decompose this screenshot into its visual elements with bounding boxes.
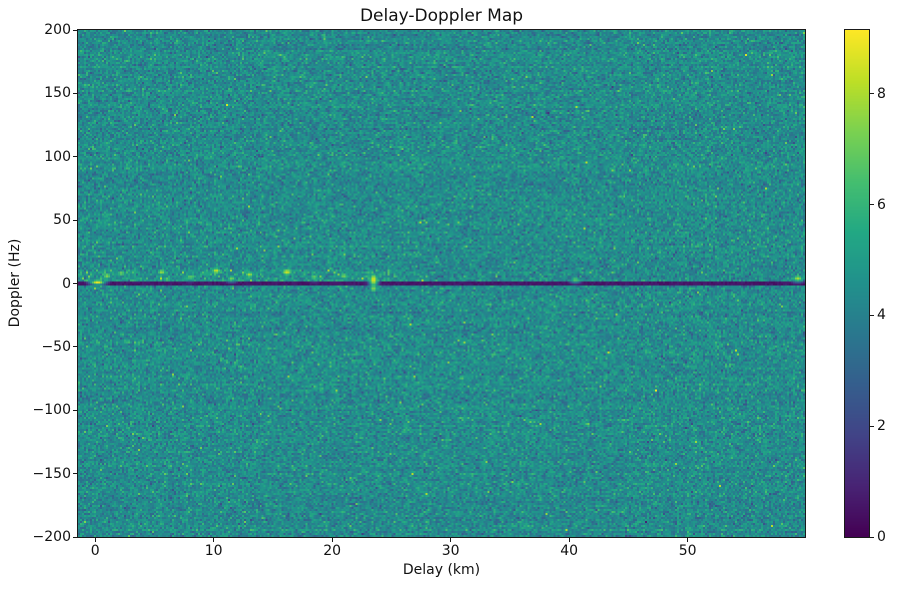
x-tick-label: 10 [204, 543, 223, 559]
y-tick-mark [73, 29, 77, 31]
y-tick-mark [73, 409, 77, 411]
colorbar-tick-mark [870, 93, 874, 95]
colorbar-tick-mark [870, 536, 874, 538]
y-tick-mark [73, 156, 77, 158]
colorbar-tick-label: 2 [877, 418, 886, 435]
y-tick-mark [73, 346, 77, 348]
y-tick-label: −150 [32, 465, 71, 482]
y-tick-label: −200 [32, 529, 71, 545]
x-tick-mark [687, 538, 689, 542]
y-tick-mark [73, 219, 77, 221]
y-tick-label: 50 [53, 212, 71, 229]
y-tick-label: 100 [44, 148, 71, 165]
colorbar-gradient [845, 30, 869, 537]
y-tick-mark [73, 283, 77, 284]
x-tick-label: 40 [560, 543, 579, 559]
colorbar-tick-label: 4 [877, 307, 886, 324]
colorbar-tick-mark [870, 314, 874, 316]
x-tick-mark [568, 538, 570, 542]
heatmap-image [78, 30, 805, 537]
y-tick-mark [73, 92, 77, 94]
chart-title: Delay-Doppler Map [359, 6, 524, 26]
y-tick-label: 200 [44, 22, 71, 38]
x-tick-label: 50 [678, 543, 697, 559]
y-tick-mark [73, 473, 77, 475]
y-tick-label: 150 [44, 85, 71, 102]
colorbar-tick-mark [870, 204, 874, 206]
y-tick-label: −50 [41, 338, 71, 355]
x-tick-mark [331, 538, 333, 542]
x-tick-mark [450, 538, 452, 542]
colorbar-tick-mark [870, 425, 874, 427]
x-tick-label: 0 [90, 543, 100, 559]
colorbar-tick-label: 0 [877, 529, 886, 545]
y-tick-label: 0 [62, 275, 71, 292]
x-tick-label: 20 [323, 543, 342, 559]
x-tick-mark [94, 538, 96, 542]
y-axis-label: Doppler (Hz) [7, 238, 23, 328]
x-tick-mark [213, 538, 215, 542]
x-axis-label: Delay (km) [402, 562, 481, 578]
y-tick-label: −100 [32, 402, 71, 419]
y-tick-mark [73, 536, 77, 538]
colorbar-tick-label: 8 [877, 85, 886, 102]
x-tick-label: 30 [441, 543, 460, 559]
colorbar-tick-label: 6 [877, 196, 886, 213]
